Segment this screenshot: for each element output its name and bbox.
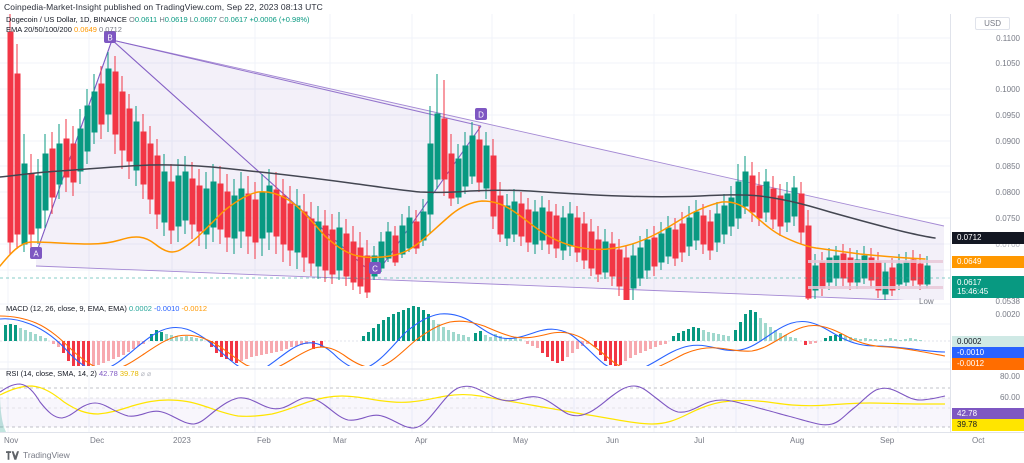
high-value: 0.0619 [164, 15, 188, 24]
rsi-legend[interactable]: RSI (14, close, SMA, 14, 2) 42.78 39.78 … [6, 369, 151, 380]
tradingview-logo[interactable]: TradingView [6, 450, 70, 460]
tradingview-wordmark: TradingView [23, 450, 70, 460]
price-axis[interactable]: USD 0.1100 0.1050 0.1000 0.0950 0.0900 0… [919, 14, 1024, 440]
rsi-ma-value: 39.78 [119, 369, 139, 378]
price-tick: 0.0950 [995, 111, 1020, 120]
support-resistance-levels[interactable] [808, 260, 943, 289]
macd-legend[interactable]: MACD (12, 26, close, 9, EMA, EMA) 0.0002… [6, 304, 207, 314]
ema-lines [0, 164, 936, 267]
last-price-tag[interactable]: 0.0617 15:46:45 [952, 276, 1024, 298]
ema-legend[interactable]: EMA 20/50/100/200 0.0649 0.0712 [6, 25, 122, 35]
attribution-text: Coinpedia-Market-Insight published on Tr… [4, 2, 323, 12]
rsi-ma-tag[interactable]: 39.78 [952, 419, 1024, 431]
macd-histogram [4, 306, 922, 366]
open-value: 0.0611 [134, 15, 158, 24]
time-label: 2023 [173, 436, 191, 445]
macd-zero-tag[interactable]: 0.0002 [952, 336, 1024, 348]
symbol-label: Dogecoin / US Dollar, 1D, BINANCE [6, 15, 127, 24]
pattern-pivot-markers[interactable]: A B C D [30, 31, 487, 274]
macd-legend-name: MACD (12, 26, close, 9, EMA, EMA) [6, 304, 127, 313]
time-label: Oct [972, 436, 985, 445]
low-marker-label: Low [919, 297, 934, 306]
macd-signal-tag[interactable]: -0.0012 [952, 358, 1024, 370]
time-label: Nov [4, 436, 19, 445]
price-tick: 0.1000 [995, 85, 1020, 94]
rsi-tick: 80.00 [999, 372, 1020, 381]
rsi-tick: 60.00 [999, 393, 1020, 402]
currency-badge[interactable]: USD [975, 17, 1010, 30]
macd-tick: 0.0020 [995, 310, 1020, 319]
price-chart-canvas: A B C D [0, 14, 950, 432]
ema200-price-tag[interactable]: 0.0712 [952, 232, 1024, 244]
rsi-legend-name: RSI (14, close, SMA, 14, 2) [6, 369, 97, 378]
open-label: O [128, 15, 135, 24]
pivot-marker-c: C [369, 262, 381, 274]
time-label: Mar [333, 436, 347, 445]
macd-signal-line [0, 315, 946, 366]
last-price-time: 15:46:45 [957, 287, 989, 296]
close-value: 0.0617 [224, 15, 248, 24]
macd-pane-canvas [0, 306, 950, 366]
time-axis[interactable]: Nov Dec 2023 Feb Mar Apr May Jun Jul Aug… [0, 432, 1024, 448]
close-label: C [219, 15, 225, 24]
rsi-value-tag[interactable]: 42.78 [952, 408, 1024, 420]
time-label: Aug [790, 436, 805, 445]
svg-text:B: B [107, 34, 112, 43]
tradingview-mark-icon [6, 450, 20, 460]
candlestick-series [7, 14, 931, 300]
macd-line [0, 313, 946, 366]
ema-legend-name: EMA 20/50/100/200 [6, 25, 72, 34]
price-legend[interactable]: Dogecoin / US Dollar, 1D, BINANCE O0.061… [6, 15, 310, 25]
macd-signal-value: -0.0012 [181, 304, 207, 313]
time-label: Jun [606, 436, 619, 445]
time-label: Sep [880, 436, 895, 445]
ema-legend-value-1: 0.0649 [73, 25, 97, 34]
svg-text:A: A [33, 250, 39, 259]
rsi-line [0, 383, 946, 429]
ema-legend-value-2: 0.0712 [99, 25, 122, 34]
time-label: Dec [90, 436, 105, 445]
time-label: Feb [257, 436, 271, 445]
low-label: L [189, 15, 194, 24]
price-tick: 0.0750 [995, 214, 1020, 223]
price-tick: 0.1100 [996, 34, 1020, 43]
low-marker-value: 0.0538 [995, 297, 1020, 306]
ema-200-line [0, 164, 936, 239]
price-tick: 0.1050 [995, 59, 1020, 68]
pivot-marker-d: D [475, 108, 487, 120]
price-tick: 0.0800 [995, 188, 1020, 197]
macd-line-value: -0.0010 [154, 304, 180, 313]
ema-fast-line [0, 191, 926, 267]
pivot-marker-a: A [30, 247, 42, 259]
change-percent: (+0.98%) [278, 15, 310, 24]
svg-text:C: C [372, 265, 378, 274]
macd-line-tag[interactable]: -0.0010 [952, 347, 1024, 359]
last-price-value: 0.0617 [957, 277, 982, 287]
visibility-toggle-icon-1[interactable]: ⌀ [140, 371, 145, 378]
price-chart-pane[interactable]: A B C D [0, 14, 950, 432]
visibility-toggle-icon-2[interactable]: ⌀ [147, 371, 152, 378]
time-label: Jul [694, 436, 705, 445]
rsi-value: 42.78 [98, 369, 118, 378]
macd-hist-value: 0.0002 [128, 304, 152, 313]
rsi-ma-line [0, 385, 945, 425]
pivot-marker-b: B [104, 31, 116, 43]
price-tick: 0.0900 [995, 137, 1020, 146]
footer: TradingView [0, 448, 1024, 463]
change-value: +0.0006 [249, 15, 277, 24]
price-tick: 0.0700 [995, 240, 1020, 249]
high-label: H [159, 15, 165, 24]
ema-price-tag[interactable]: 0.0649 [952, 256, 1024, 268]
low-value: 0.0607 [193, 15, 217, 24]
svg-text:D: D [478, 111, 484, 120]
rsi-pane-canvas [0, 383, 950, 432]
price-tick: 0.0850 [995, 162, 1020, 171]
time-label: May [513, 436, 529, 445]
time-label: Apr [415, 436, 428, 445]
